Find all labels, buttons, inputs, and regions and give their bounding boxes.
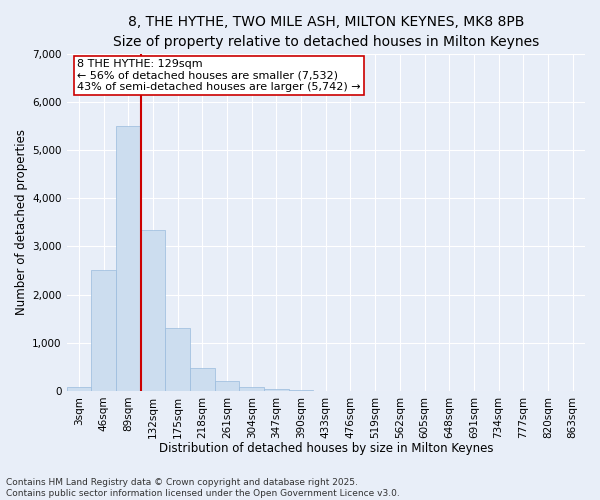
- X-axis label: Distribution of detached houses by size in Milton Keynes: Distribution of detached houses by size …: [158, 442, 493, 455]
- Bar: [264, 389, 289, 391]
- Text: 8 THE HYTHE: 129sqm
← 56% of detached houses are smaller (7,532)
43% of semi-det: 8 THE HYTHE: 129sqm ← 56% of detached ho…: [77, 59, 361, 92]
- Bar: [116, 126, 140, 391]
- Bar: [215, 380, 239, 391]
- Title: 8, THE HYTHE, TWO MILE ASH, MILTON KEYNES, MK8 8PB
Size of property relative to : 8, THE HYTHE, TWO MILE ASH, MILTON KEYNE…: [113, 15, 539, 48]
- Bar: [91, 270, 116, 391]
- Bar: [165, 328, 190, 391]
- Bar: [140, 230, 165, 391]
- Y-axis label: Number of detached properties: Number of detached properties: [15, 130, 28, 316]
- Bar: [67, 387, 91, 391]
- Text: Contains HM Land Registry data © Crown copyright and database right 2025.
Contai: Contains HM Land Registry data © Crown c…: [6, 478, 400, 498]
- Bar: [190, 368, 215, 391]
- Bar: [239, 386, 264, 391]
